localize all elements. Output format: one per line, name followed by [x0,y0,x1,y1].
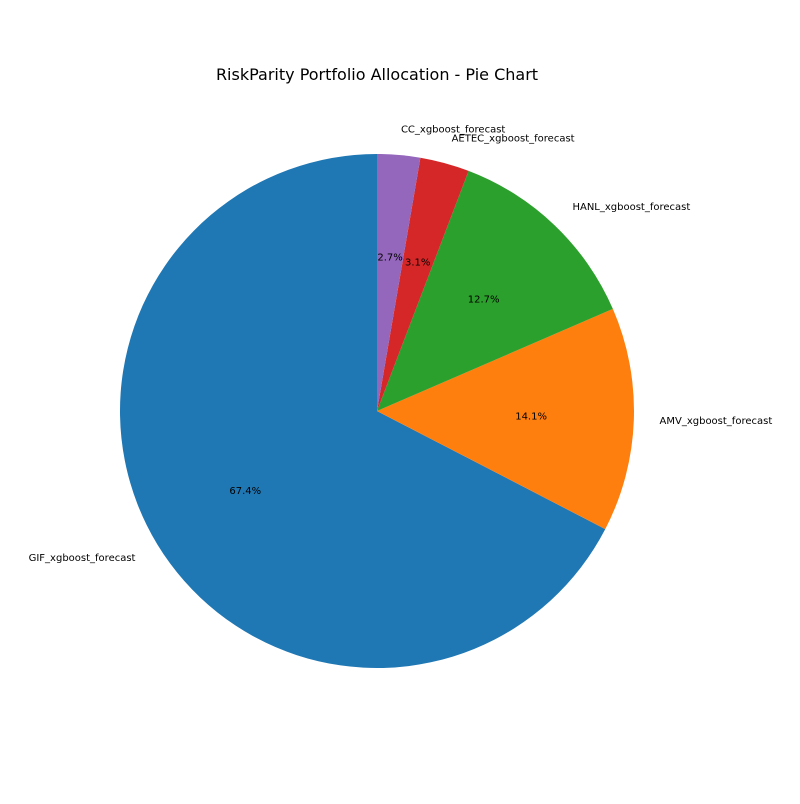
slice-label: AETEC_xgboost_forecast [452,133,575,144]
pie-slice-cc [377,154,421,411]
pie-slice-gif [120,154,606,668]
slice-percent-label: 12.7% [468,295,500,306]
chart-title: RiskParity Portfolio Allocation - Pie Ch… [216,65,538,84]
slice-percent-label: 3.1% [405,257,430,268]
slice-label: GIF_xgboost_forecast [29,553,136,564]
slice-percent-label: 2.7% [377,252,402,263]
pie-slice-amv [377,308,634,530]
slice-label: HANL_xgboost_forecast [572,202,690,213]
pie-slice-aetec [377,157,469,411]
slice-percent-label: 14.1% [515,411,547,422]
slice-label: AMV_xgboost_forecast [660,416,773,427]
pie-slice-hanl [377,170,613,411]
slice-label: CC_xgboost_forecast [401,124,505,135]
slice-percent-label: 67.4% [229,486,261,497]
pie-slices [120,154,634,668]
pie-labels: GIF_xgboost_forecast 67.4% AMV_xgboost_for… [29,124,773,564]
